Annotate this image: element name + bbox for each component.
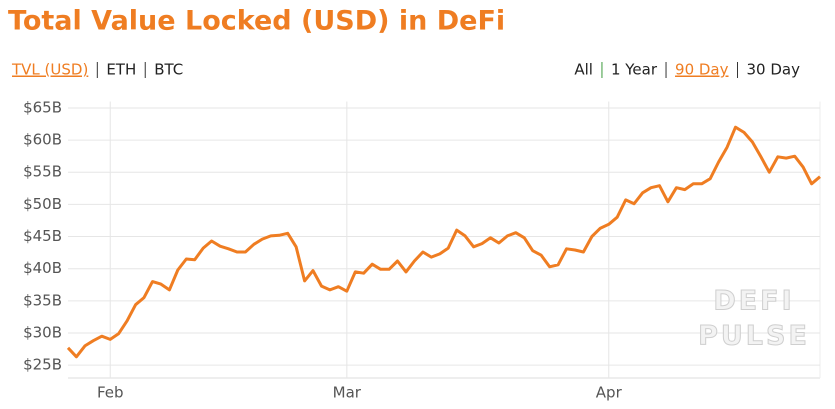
x-tick-label: Mar — [333, 384, 362, 402]
y-tick-label: $35B — [23, 291, 62, 309]
line-series — [66, 125, 821, 359]
y-tick-label: $55B — [23, 163, 62, 181]
control-option[interactable]: 30 Day — [747, 61, 801, 79]
control-option[interactable]: BTC — [154, 61, 183, 79]
watermark: DEFI — [713, 286, 794, 317]
control-option[interactable]: TVL (USD) — [11, 61, 88, 79]
y-tick-label: $50B — [23, 195, 62, 213]
y-tick-label: $60B — [23, 131, 62, 149]
y-tick-label: $45B — [23, 227, 62, 245]
control-option[interactable]: ETH — [106, 61, 136, 79]
control-option[interactable]: 90 Day — [675, 61, 729, 79]
y-tick-label: $65B — [23, 98, 62, 116]
x-tick-label: Apr — [596, 384, 623, 402]
y-tick-label: $30B — [23, 323, 62, 341]
x-tick-label: Feb — [97, 384, 124, 402]
watermark: PULSE — [698, 321, 810, 352]
y-tick-label: $40B — [23, 259, 62, 277]
control-option[interactable]: 1 Year — [611, 61, 658, 79]
chart-title: Total Value Locked (USD) in DeFi — [8, 6, 505, 37]
control-option[interactable]: All — [574, 61, 593, 79]
y-tick-label: $25B — [23, 356, 62, 374]
